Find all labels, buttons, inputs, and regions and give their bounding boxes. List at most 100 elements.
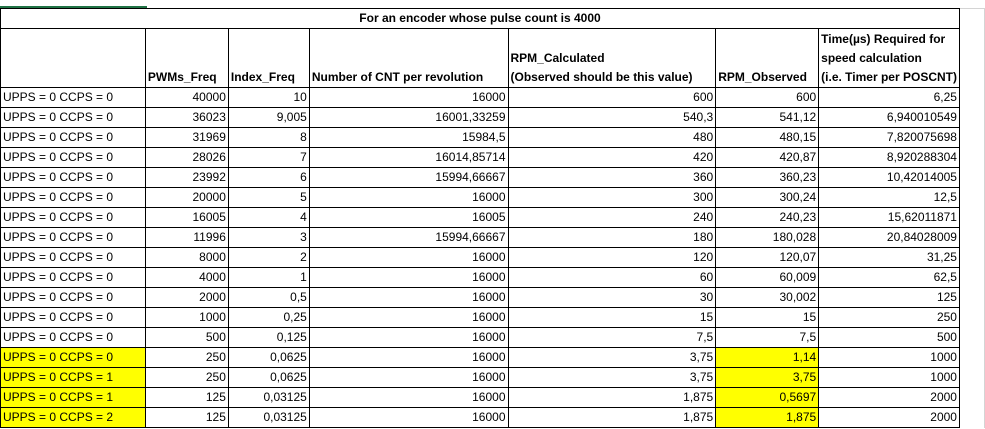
rpm-observed-cell[interactable]: 600 xyxy=(715,87,820,108)
cnt-cell[interactable]: 16000 xyxy=(308,187,509,208)
rpm-calculated-cell[interactable]: 420 xyxy=(507,147,717,168)
index-freq-cell[interactable]: 6 xyxy=(227,167,310,188)
rpm-calculated-cell[interactable]: 7,5 xyxy=(507,327,717,348)
index-freq-cell[interactable]: 4 xyxy=(227,207,310,228)
empty-cell[interactable] xyxy=(959,307,985,328)
empty-cell[interactable] xyxy=(959,107,985,128)
row-label[interactable]: UPPS = 0 CCPS = 0 xyxy=(0,127,146,148)
row-label[interactable]: UPPS = 0 CCPS = 0 xyxy=(0,207,146,228)
empty-cell[interactable] xyxy=(959,267,985,288)
rpm-calculated-cell[interactable]: 15 xyxy=(507,307,717,328)
index-freq-cell[interactable]: 8 xyxy=(227,127,310,148)
empty-cell[interactable] xyxy=(959,327,985,348)
empty-cell[interactable] xyxy=(959,127,985,148)
rpm-calculated-cell[interactable]: 1,875 xyxy=(507,407,717,428)
empty-cell[interactable] xyxy=(959,227,985,248)
rpm-calculated-cell[interactable]: 3,75 xyxy=(507,347,717,368)
row-label[interactable]: UPPS = 0 CCPS = 0 xyxy=(0,347,146,368)
empty-cell[interactable] xyxy=(959,167,985,188)
empty-cell[interactable] xyxy=(959,367,985,388)
cnt-cell[interactable]: 16000 xyxy=(308,287,509,308)
pwm-freq-cell[interactable]: 1000 xyxy=(144,307,229,328)
time-cell[interactable]: 1000 xyxy=(818,347,960,368)
time-cell[interactable]: 2000 xyxy=(818,407,960,428)
rpm-calculated-cell[interactable]: 300 xyxy=(507,187,717,208)
rpm-calculated-cell[interactable]: 3,75 xyxy=(507,367,717,388)
time-cell[interactable]: 1000 xyxy=(818,367,960,388)
time-cell[interactable]: 10,42014005 xyxy=(818,167,960,188)
index-freq-cell[interactable]: 0,0625 xyxy=(227,367,310,388)
index-freq-cell[interactable]: 7 xyxy=(227,147,310,168)
row-label[interactable]: UPPS = 0 CCPS = 0 xyxy=(0,187,146,208)
pwm-freq-cell[interactable]: 125 xyxy=(144,387,229,408)
pwm-freq-cell[interactable]: 20000 xyxy=(144,187,229,208)
empty-cell[interactable] xyxy=(959,207,985,228)
header-pwms-freq[interactable]: PWMs_Freq xyxy=(144,28,229,88)
pwm-freq-cell[interactable]: 125 xyxy=(144,407,229,428)
cnt-cell[interactable]: 16000 xyxy=(308,327,509,348)
index-freq-cell[interactable]: 1 xyxy=(227,267,310,288)
rpm-observed-cell[interactable]: 180,028 xyxy=(715,227,820,248)
rpm-observed-cell[interactable]: 1,14 xyxy=(715,347,820,368)
empty-cell[interactable] xyxy=(959,147,985,168)
rpm-observed-cell[interactable]: 360,23 xyxy=(715,167,820,188)
time-cell[interactable]: 500 xyxy=(818,327,960,348)
rpm-observed-cell[interactable]: 15 xyxy=(715,307,820,328)
index-freq-cell[interactable]: 0,03125 xyxy=(227,387,310,408)
pwm-freq-cell[interactable]: 250 xyxy=(144,367,229,388)
rpm-observed-cell[interactable]: 240,23 xyxy=(715,207,820,228)
pwm-freq-cell[interactable]: 31969 xyxy=(144,127,229,148)
empty-cell[interactable] xyxy=(959,407,985,428)
empty-cell[interactable] xyxy=(959,347,985,368)
pwm-freq-cell[interactable]: 500 xyxy=(144,327,229,348)
cnt-cell[interactable]: 15984,5 xyxy=(308,127,509,148)
row-label[interactable]: UPPS = 0 CCPS = 0 xyxy=(0,287,146,308)
cnt-cell[interactable]: 16000 xyxy=(308,307,509,328)
cnt-cell[interactable]: 16001,33259 xyxy=(308,107,509,128)
time-cell[interactable]: 6,25 xyxy=(818,87,960,108)
rpm-observed-cell[interactable]: 420,87 xyxy=(715,147,820,168)
rpm-calculated-cell[interactable]: 360 xyxy=(507,167,717,188)
pwm-freq-cell[interactable]: 2000 xyxy=(144,287,229,308)
rpm-calculated-cell[interactable]: 1,875 xyxy=(507,387,717,408)
cnt-cell[interactable]: 15994,66667 xyxy=(308,227,509,248)
row-label[interactable]: UPPS = 0 CCPS = 0 xyxy=(0,267,146,288)
row-label[interactable]: UPPS = 0 CCPS = 0 xyxy=(0,227,146,248)
rpm-observed-cell[interactable]: 120,07 xyxy=(715,247,820,268)
row-label[interactable]: UPPS = 0 CCPS = 2 xyxy=(0,407,146,428)
cnt-cell[interactable]: 16014,85714 xyxy=(308,147,509,168)
pwm-freq-cell[interactable]: 23992 xyxy=(144,167,229,188)
index-freq-cell[interactable]: 5 xyxy=(227,187,310,208)
row-label[interactable]: UPPS = 0 CCPS = 0 xyxy=(0,247,146,268)
time-cell[interactable]: 62,5 xyxy=(818,267,960,288)
index-freq-cell[interactable]: 0,0625 xyxy=(227,347,310,368)
header-time-required[interactable]: Time(µs) Required for speed calculation (i… xyxy=(818,28,960,88)
cnt-cell[interactable]: 16000 xyxy=(308,347,509,368)
pwm-freq-cell[interactable]: 8000 xyxy=(144,247,229,268)
row-label[interactable]: UPPS = 0 CCPS = 0 xyxy=(0,147,146,168)
cnt-cell[interactable]: 16000 xyxy=(308,247,509,268)
rpm-calculated-cell[interactable]: 60 xyxy=(507,267,717,288)
cnt-cell[interactable]: 16005 xyxy=(308,207,509,228)
index-freq-cell[interactable]: 2 xyxy=(227,247,310,268)
time-cell[interactable]: 12,5 xyxy=(818,187,960,208)
row-label[interactable]: UPPS = 0 CCPS = 0 xyxy=(0,167,146,188)
row-label[interactable]: UPPS = 0 CCPS = 0 xyxy=(0,87,146,108)
time-cell[interactable]: 8,920288304 xyxy=(818,147,960,168)
rpm-observed-cell[interactable]: 1,875 xyxy=(715,407,820,428)
time-cell[interactable]: 15,62011871 xyxy=(818,207,960,228)
index-freq-cell[interactable]: 9,005 xyxy=(227,107,310,128)
rpm-observed-cell[interactable]: 60,009 xyxy=(715,267,820,288)
empty-cell[interactable] xyxy=(959,87,985,108)
empty-cell[interactable] xyxy=(959,8,985,29)
rpm-observed-cell[interactable]: 480,15 xyxy=(715,127,820,148)
time-cell[interactable]: 7,820075698 xyxy=(818,127,960,148)
rpm-calculated-cell[interactable]: 240 xyxy=(507,207,717,228)
time-cell[interactable]: 31,25 xyxy=(818,247,960,268)
empty-cell[interactable] xyxy=(959,28,985,88)
table-title[interactable]: For an encoder whose pulse count is 4000 xyxy=(0,8,960,29)
cnt-cell[interactable]: 16000 xyxy=(308,87,509,108)
cnt-cell[interactable]: 16000 xyxy=(308,367,509,388)
time-cell[interactable]: 6,940010549 xyxy=(818,107,960,128)
pwm-freq-cell[interactable]: 36023 xyxy=(144,107,229,128)
